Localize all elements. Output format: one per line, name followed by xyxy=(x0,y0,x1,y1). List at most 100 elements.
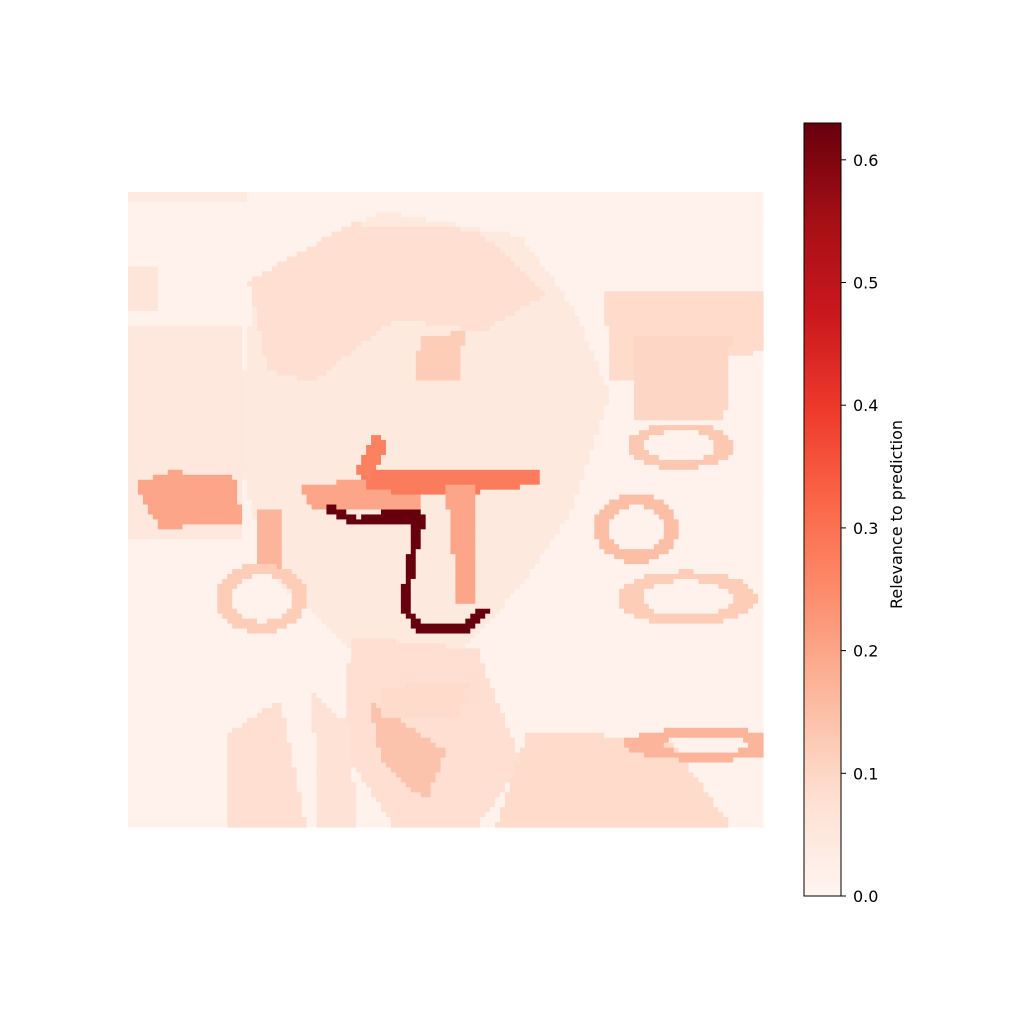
heatmap-cell xyxy=(371,717,402,724)
heatmap-cell xyxy=(405,564,417,570)
heatmap-cell xyxy=(475,583,521,590)
heatmap-cell xyxy=(301,484,367,491)
heatmap-cell xyxy=(509,782,705,788)
heatmap-cell xyxy=(475,524,561,530)
heatmap-cell xyxy=(361,514,427,521)
heatmap-cell xyxy=(252,504,313,511)
heatmap-cell xyxy=(128,598,218,605)
heatmap-cell xyxy=(356,767,392,774)
heatmap-cell xyxy=(242,578,278,585)
heatmap-cell xyxy=(385,762,442,769)
heatmap-cell xyxy=(425,519,452,525)
heatmap-cell xyxy=(128,698,313,704)
heatmap-cell xyxy=(128,529,243,535)
heatmap-cell xyxy=(480,658,764,664)
heatmap-cell xyxy=(128,812,228,818)
heatmap-cell xyxy=(128,474,154,481)
heatmap-cell xyxy=(698,777,764,783)
heatmap-cell xyxy=(544,266,764,272)
heatmap-cell xyxy=(634,335,734,342)
heatmap-cell xyxy=(480,628,764,635)
heatmap-cell xyxy=(157,301,253,307)
heatmap-cell xyxy=(624,559,650,565)
heatmap-cell xyxy=(708,435,729,441)
heatmap-cell xyxy=(128,415,243,421)
heatmap-cell xyxy=(281,583,288,590)
heatmap-cell xyxy=(609,524,665,530)
heatmap-cell xyxy=(495,613,635,620)
heatmap-cell xyxy=(128,192,248,198)
heatmap-cell xyxy=(316,792,357,798)
heatmap-cell xyxy=(227,762,293,769)
heatmap-cell xyxy=(182,469,243,476)
heatmap-cell xyxy=(128,737,228,744)
heatmap-cell xyxy=(519,266,546,272)
heatmap-cell xyxy=(356,514,362,521)
heatmap-cell xyxy=(261,345,357,352)
heatmap-cell xyxy=(217,608,238,615)
heatmap-cell xyxy=(609,350,635,357)
heatmap-cell xyxy=(609,370,635,377)
heatmap-cell xyxy=(366,216,427,223)
heatmap-cell xyxy=(643,504,670,511)
heatmap-cell xyxy=(400,717,506,724)
heatmap-cell xyxy=(505,598,620,605)
heatmap-cell xyxy=(609,390,635,396)
heatmap-cell xyxy=(465,335,585,342)
heatmap-cell xyxy=(232,598,293,605)
heatmap-cell xyxy=(604,311,764,317)
heatmap-cell xyxy=(648,603,729,610)
heatmap-cell xyxy=(400,588,412,595)
heatmap-cell xyxy=(758,598,764,605)
heatmap-cell xyxy=(465,698,496,704)
heatmap-cell xyxy=(227,787,298,793)
heatmap-cell xyxy=(668,737,744,744)
heatmap-cell xyxy=(509,593,620,600)
heatmap-cell xyxy=(242,345,248,352)
heatmap-cell xyxy=(609,519,665,525)
heatmap-cell xyxy=(539,479,581,486)
heatmap-cell xyxy=(574,499,610,506)
heatmap-cell xyxy=(316,742,352,749)
heatmap-cell xyxy=(505,316,581,322)
heatmap-cell xyxy=(619,544,655,550)
heatmap-cell xyxy=(128,236,323,243)
heatmap-cell xyxy=(157,296,253,302)
heatmap-cell xyxy=(658,514,675,521)
heatmap-cell xyxy=(405,573,417,580)
heatmap-cell xyxy=(291,762,318,769)
heatmap-cell xyxy=(465,688,496,694)
heatmap-cell xyxy=(614,539,660,545)
heatmap-cell xyxy=(475,588,516,595)
heatmap-cell xyxy=(381,454,590,461)
heatmap-cell xyxy=(242,613,283,620)
heatmap-cell xyxy=(723,812,764,818)
heatmap-cell xyxy=(564,296,605,302)
heatmap-cell xyxy=(217,583,238,590)
heatmap-cell xyxy=(713,797,764,803)
heatmap-cell xyxy=(485,673,764,679)
heatmap-cell xyxy=(634,355,729,362)
heatmap-cell xyxy=(371,435,382,441)
heatmap-cell xyxy=(415,375,461,382)
heatmap-cell xyxy=(624,737,670,744)
heatmap-cell xyxy=(673,539,764,545)
heatmap-cell xyxy=(242,529,258,535)
heatmap-cell xyxy=(182,524,243,530)
heatmap-cell xyxy=(420,509,452,516)
heatmap-cell xyxy=(500,812,724,818)
heatmap-cell xyxy=(128,712,258,719)
heatmap-cell xyxy=(410,539,422,545)
heatmap-cell xyxy=(609,400,635,406)
heatmap-cell xyxy=(584,330,610,337)
heatmap-cell xyxy=(758,593,764,600)
heatmap-cell xyxy=(460,360,600,367)
heatmap-cell xyxy=(584,474,764,481)
heatmap-cell xyxy=(247,192,764,198)
heatmap-cell xyxy=(316,807,357,813)
heatmap-cell xyxy=(227,817,308,823)
heatmap-cell xyxy=(718,459,764,466)
heatmap-cell xyxy=(475,564,536,570)
heatmap-cell xyxy=(609,335,635,342)
heatmap-cell xyxy=(698,578,744,585)
